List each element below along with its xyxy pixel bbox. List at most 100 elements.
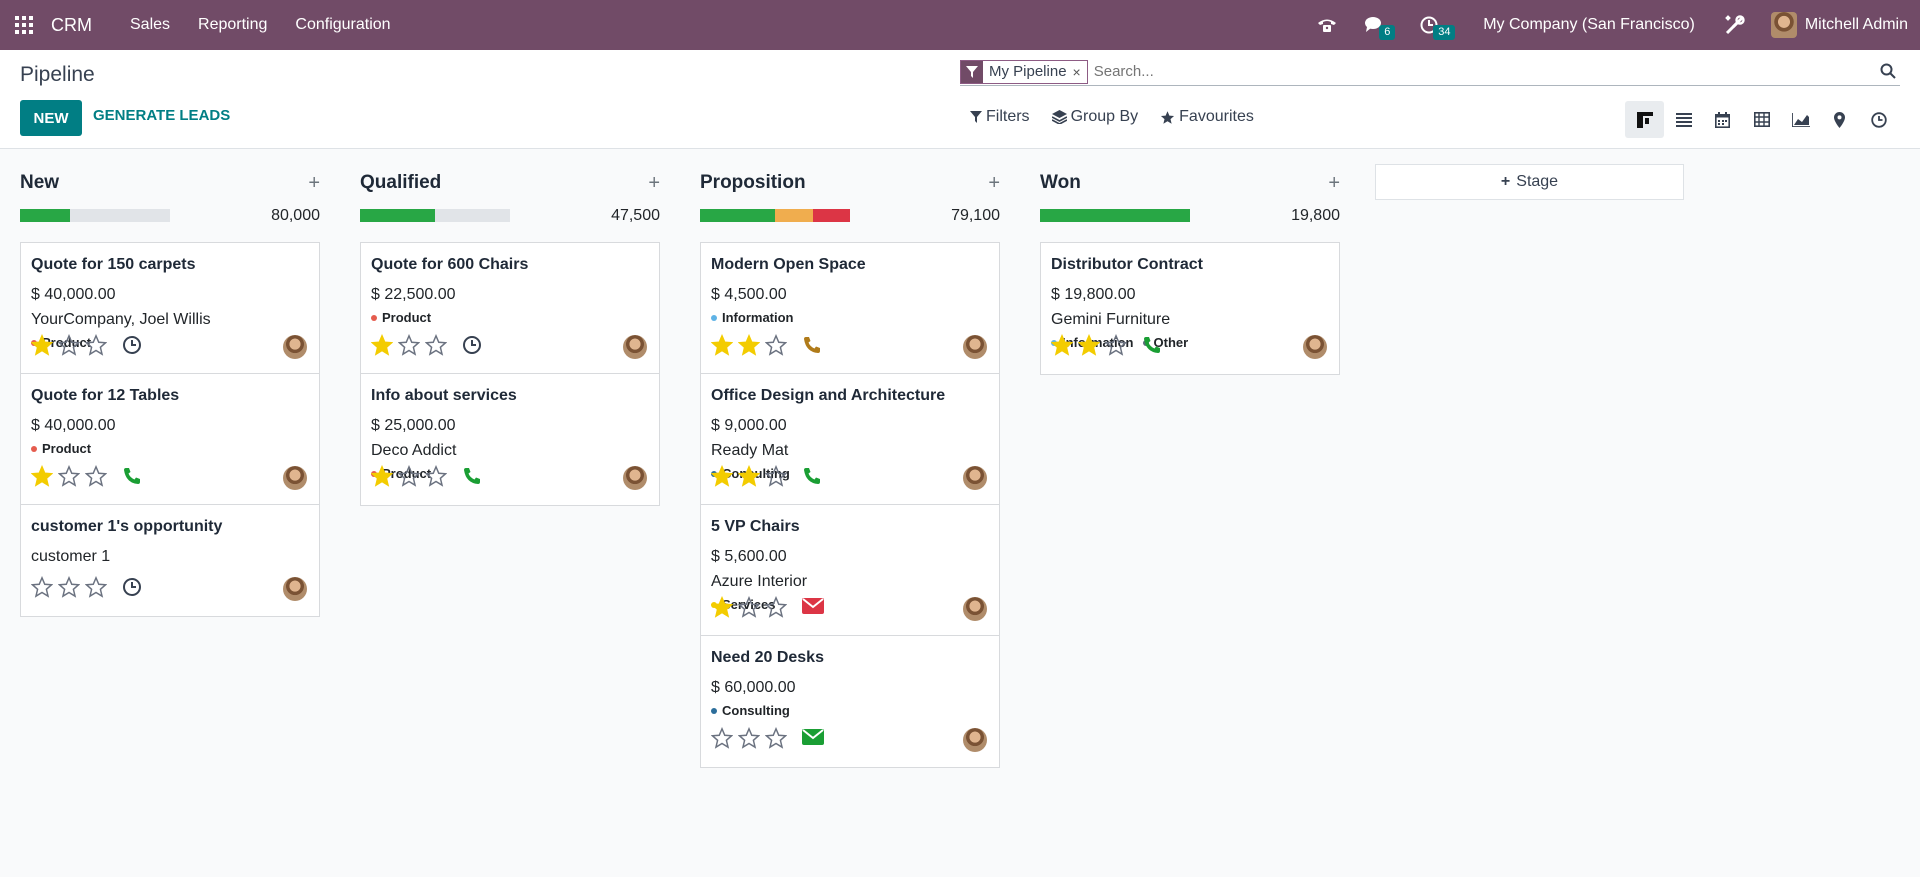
priority-star-icon[interactable] bbox=[371, 465, 393, 487]
group-by-button[interactable]: Group By bbox=[1051, 108, 1138, 126]
priority-star-icon[interactable] bbox=[85, 334, 107, 356]
column-progress-bar[interactable] bbox=[20, 209, 170, 222]
priority-star-icon[interactable] bbox=[1051, 334, 1073, 356]
priority-star-icon[interactable] bbox=[398, 334, 420, 356]
filters-button[interactable]: Filters bbox=[970, 108, 1030, 126]
priority-star-icon[interactable] bbox=[711, 334, 733, 356]
priority-star-icon[interactable] bbox=[738, 596, 760, 618]
priority-star-icon[interactable] bbox=[85, 465, 107, 487]
kanban-card[interactable]: Quote for 150 carpets $ 40,000.00 YourComp… bbox=[21, 243, 319, 374]
calendar-view-icon[interactable] bbox=[1703, 101, 1742, 138]
activity-clock-icon[interactable] bbox=[122, 577, 142, 597]
messaging-icon[interactable]: 6 bbox=[1357, 16, 1396, 40]
priority-star-icon[interactable] bbox=[765, 727, 787, 749]
generate-leads-button[interactable]: GENERATE LEADS bbox=[93, 107, 231, 124]
search-icon[interactable] bbox=[1880, 63, 1896, 84]
kanban-card[interactable]: Modern Open Space $ 4,500.00 Information bbox=[701, 243, 999, 374]
kanban-card[interactable]: customer 1's opportunity customer 1 bbox=[21, 505, 319, 616]
activity-mail-icon[interactable] bbox=[802, 597, 824, 617]
column-progress-bar[interactable] bbox=[360, 209, 510, 222]
debug-tools-icon[interactable] bbox=[1717, 14, 1753, 36]
salesperson-avatar[interactable] bbox=[623, 335, 647, 359]
activities-clock-icon[interactable]: 34 bbox=[1411, 16, 1456, 40]
activity-view-icon[interactable] bbox=[1859, 101, 1898, 138]
voip-phone-icon[interactable] bbox=[1309, 17, 1345, 33]
progress-segment[interactable] bbox=[360, 209, 435, 222]
user-menu[interactable]: Mitchell Admin bbox=[1770, 12, 1908, 38]
column-title[interactable]: Qualified bbox=[360, 172, 442, 193]
progress-segment[interactable] bbox=[700, 209, 775, 222]
pivot-view-icon[interactable] bbox=[1742, 101, 1781, 138]
kanban-card[interactable]: Quote for 600 Chairs $ 22,500.00 Product bbox=[361, 243, 659, 374]
map-view-icon[interactable] bbox=[1820, 101, 1859, 138]
search-input[interactable] bbox=[1093, 63, 1854, 80]
graph-view-icon[interactable] bbox=[1781, 101, 1820, 138]
facet-remove-icon[interactable]: × bbox=[1072, 63, 1081, 80]
priority-star-icon[interactable] bbox=[425, 465, 447, 487]
priority-star-icon[interactable] bbox=[738, 465, 760, 487]
salesperson-avatar[interactable] bbox=[1303, 335, 1327, 359]
priority-star-icon[interactable] bbox=[711, 596, 733, 618]
priority-star-icon[interactable] bbox=[1105, 334, 1127, 356]
activity-phone-icon[interactable] bbox=[122, 466, 142, 486]
priority-star-icon[interactable] bbox=[765, 596, 787, 618]
column-title[interactable]: Proposition bbox=[700, 172, 806, 193]
progress-segment[interactable] bbox=[775, 209, 813, 222]
kanban-card[interactable]: Info about services $ 25,000.00 Deco Addic… bbox=[361, 374, 659, 505]
app-brand[interactable]: CRM bbox=[51, 14, 92, 35]
favourites-button[interactable]: Favourites bbox=[1160, 108, 1254, 126]
menu-configuration[interactable]: Configuration bbox=[295, 16, 391, 33]
column-progress-bar[interactable] bbox=[700, 209, 850, 222]
priority-star-icon[interactable] bbox=[765, 465, 787, 487]
kanban-view-icon[interactable] bbox=[1625, 101, 1664, 138]
salesperson-avatar[interactable] bbox=[963, 597, 987, 621]
priority-star-icon[interactable] bbox=[738, 727, 760, 749]
priority-star-icon[interactable] bbox=[58, 334, 80, 356]
progress-segment[interactable] bbox=[1040, 209, 1190, 222]
progress-segment[interactable] bbox=[812, 209, 850, 222]
activity-clock-icon[interactable] bbox=[122, 335, 142, 355]
salesperson-avatar[interactable] bbox=[963, 335, 987, 359]
activity-phone-icon[interactable] bbox=[462, 466, 482, 486]
salesperson-avatar[interactable] bbox=[283, 335, 307, 359]
priority-star-icon[interactable] bbox=[711, 727, 733, 749]
company-switcher[interactable]: My Company (San Francisco) bbox=[1483, 16, 1695, 33]
column-quick-create-icon[interactable]: + bbox=[988, 172, 1000, 194]
salesperson-avatar[interactable] bbox=[283, 577, 307, 601]
kanban-card[interactable]: Office Design and Architecture $ 9,000.00… bbox=[701, 374, 999, 505]
salesperson-avatar[interactable] bbox=[283, 466, 307, 490]
column-quick-create-icon[interactable]: + bbox=[1328, 172, 1340, 194]
priority-star-icon[interactable] bbox=[765, 334, 787, 356]
priority-star-icon[interactable] bbox=[711, 465, 733, 487]
kanban-card[interactable]: Quote for 12 Tables $ 40,000.00 Product bbox=[21, 374, 319, 505]
priority-star-icon[interactable] bbox=[398, 465, 420, 487]
menu-reporting[interactable]: Reporting bbox=[198, 16, 268, 33]
priority-star-icon[interactable] bbox=[425, 334, 447, 356]
priority-star-icon[interactable] bbox=[58, 465, 80, 487]
priority-star-icon[interactable] bbox=[31, 465, 53, 487]
activity-mail-icon[interactable] bbox=[802, 728, 824, 748]
priority-star-icon[interactable] bbox=[31, 334, 53, 356]
kanban-card[interactable]: Distributor Contract $ 19,800.00 Gemini Fu… bbox=[1041, 243, 1339, 374]
apps-menu-icon[interactable] bbox=[15, 16, 33, 34]
activity-clock-icon[interactable] bbox=[462, 335, 482, 355]
menu-sales[interactable]: Sales bbox=[130, 16, 171, 33]
column-title[interactable]: New bbox=[20, 172, 60, 193]
column-title[interactable]: Won bbox=[1040, 172, 1081, 193]
add-stage-button[interactable]: + Stage bbox=[1375, 164, 1684, 200]
progress-segment[interactable] bbox=[20, 209, 70, 222]
salesperson-avatar[interactable] bbox=[963, 466, 987, 490]
column-quick-create-icon[interactable]: + bbox=[308, 172, 320, 194]
activity-phone-icon[interactable] bbox=[1142, 335, 1162, 355]
new-button[interactable]: NEW bbox=[20, 100, 82, 136]
list-view-icon[interactable] bbox=[1664, 101, 1703, 138]
priority-star-icon[interactable] bbox=[31, 576, 53, 598]
salesperson-avatar[interactable] bbox=[963, 728, 987, 752]
kanban-card[interactable]: 5 VP Chairs $ 5,600.00 Azure Interior Servi… bbox=[701, 505, 999, 636]
column-quick-create-icon[interactable]: + bbox=[648, 172, 660, 194]
activity-phone-icon[interactable] bbox=[802, 466, 822, 486]
column-progress-bar[interactable] bbox=[1040, 209, 1190, 222]
activity-phone-icon[interactable] bbox=[802, 335, 822, 355]
priority-star-icon[interactable] bbox=[371, 334, 393, 356]
priority-star-icon[interactable] bbox=[738, 334, 760, 356]
